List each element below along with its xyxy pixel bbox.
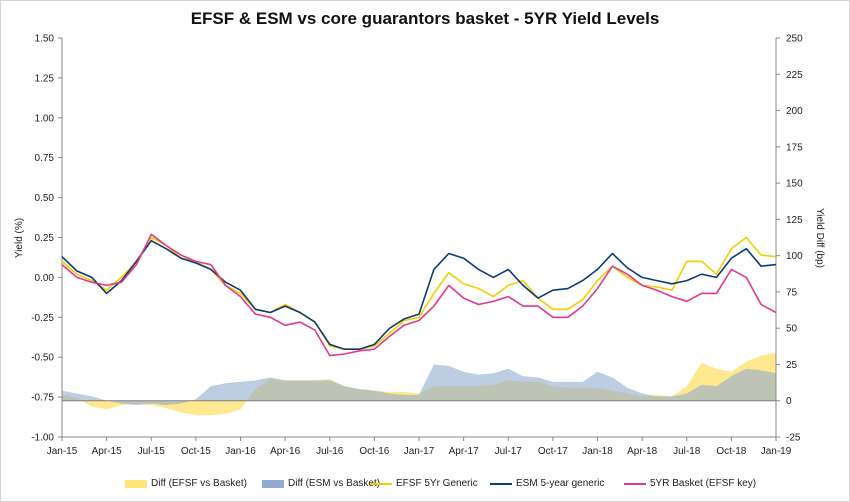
line-series-4 bbox=[61, 233, 777, 357]
y2-tick-label: 25 bbox=[786, 360, 798, 371]
legend-label-esm-diff: Diff (ESM vs Basket) bbox=[288, 478, 381, 489]
y2-tick-label: 225 bbox=[786, 70, 803, 81]
legend-label-esm-5yr: ESM 5-year generic bbox=[516, 478, 605, 489]
y-tick-label: 0.75 bbox=[35, 153, 55, 164]
x-tick-label: Jan-18 bbox=[582, 446, 613, 457]
legend-swatch-basket bbox=[624, 482, 646, 485]
chart-title: EFSF & ESM vs core guarantors basket - 5… bbox=[190, 9, 660, 28]
axes-layer bbox=[61, 38, 777, 438]
legend-swatch-efsf-5yr bbox=[370, 482, 392, 485]
x-tick-label: Jan-16 bbox=[225, 446, 256, 457]
x-tick-label: Jul-16 bbox=[316, 446, 344, 457]
x-tick-label: Apr-17 bbox=[449, 446, 479, 457]
legend-item-efsf-5yr: EFSF 5Yr Generic bbox=[370, 478, 478, 489]
y2-tick-label: 150 bbox=[786, 179, 803, 190]
line-series-3 bbox=[61, 239, 777, 351]
x-tick-label: Jan-15 bbox=[47, 446, 78, 457]
area-series-0 bbox=[62, 352, 776, 416]
y-tick-label: 1.25 bbox=[35, 73, 55, 84]
x-tick-label: Apr-18 bbox=[627, 446, 657, 457]
legend-swatch-efsf-diff bbox=[125, 479, 147, 488]
legend-item-esm-5yr: ESM 5-year generic bbox=[490, 478, 604, 489]
y-tick-label: 0.50 bbox=[35, 193, 55, 204]
x-tick-label: Jan-19 bbox=[761, 446, 792, 457]
y2-tick-label: 125 bbox=[786, 215, 803, 226]
y-tick-label: -0.50 bbox=[31, 353, 54, 364]
legend-label-efsf-5yr: EFSF 5Yr Generic bbox=[396, 478, 478, 489]
y-tick-label: -0.25 bbox=[31, 313, 54, 324]
line-series-2 bbox=[61, 236, 777, 351]
y2-tick-label: -25 bbox=[786, 433, 801, 444]
y2-tick-label: 200 bbox=[786, 106, 803, 117]
legend-item-efsf-diff: Diff (EFSF vs Basket) bbox=[125, 478, 247, 489]
x-tick-label: Jul-18 bbox=[673, 446, 701, 457]
y-tick-label: 0.00 bbox=[35, 273, 55, 284]
area-layer bbox=[62, 352, 776, 416]
y2-tick-label: 0 bbox=[786, 396, 792, 407]
y2-tick-label: 250 bbox=[786, 34, 803, 45]
x-tick-label: Oct-16 bbox=[359, 446, 389, 457]
legend-swatch-esm-5yr bbox=[490, 482, 512, 485]
y-axis-title: Yield (%) bbox=[14, 218, 25, 258]
legend-label-efsf-diff: Diff (EFSF vs Basket) bbox=[151, 478, 247, 489]
legend-item-basket: 5YR Basket (EFSF key) bbox=[624, 478, 756, 489]
y2-tick-label: 75 bbox=[786, 287, 798, 298]
legend-swatch-esm-diff bbox=[262, 479, 284, 488]
y-tick-label: 1.50 bbox=[35, 34, 55, 45]
x-tick-label: Jul-15 bbox=[138, 446, 166, 457]
y2-tick-label: 100 bbox=[786, 251, 803, 262]
x-tick-label: Apr-16 bbox=[270, 446, 300, 457]
y-tick-label: -0.75 bbox=[31, 393, 54, 404]
y2-tick-label: 175 bbox=[786, 142, 803, 153]
line-layer bbox=[61, 233, 777, 357]
x-tick-label: Oct-15 bbox=[181, 446, 211, 457]
x-tick-label: Oct-17 bbox=[538, 446, 568, 457]
x-tick-label: Jan-17 bbox=[404, 446, 435, 457]
y2-axis-title: Yield Diff (bp) bbox=[814, 208, 825, 268]
x-tick-label: Oct-18 bbox=[716, 446, 746, 457]
y2-tick-label: 50 bbox=[786, 324, 798, 335]
area-series-1 bbox=[62, 364, 776, 406]
y-tick-label: -1.00 bbox=[31, 433, 54, 444]
x-tick-label: Apr-15 bbox=[92, 446, 122, 457]
legend-label-basket: 5YR Basket (EFSF key) bbox=[650, 478, 757, 489]
chart-legend: Diff (EFSF vs Basket) Diff (ESM vs Baske… bbox=[0, 478, 850, 496]
legend-item-esm-diff: Diff (ESM vs Basket) bbox=[262, 478, 380, 489]
tick-layer: 1.50 1.25 1.00 0.75 0.50 0.25 0.00 -0.25 -0.50 -0… bbox=[31, 34, 803, 458]
x-tick-label: Jul-17 bbox=[495, 446, 523, 457]
y-tick-label: 0.25 bbox=[35, 233, 55, 244]
y-tick-label: 1.00 bbox=[35, 113, 55, 124]
